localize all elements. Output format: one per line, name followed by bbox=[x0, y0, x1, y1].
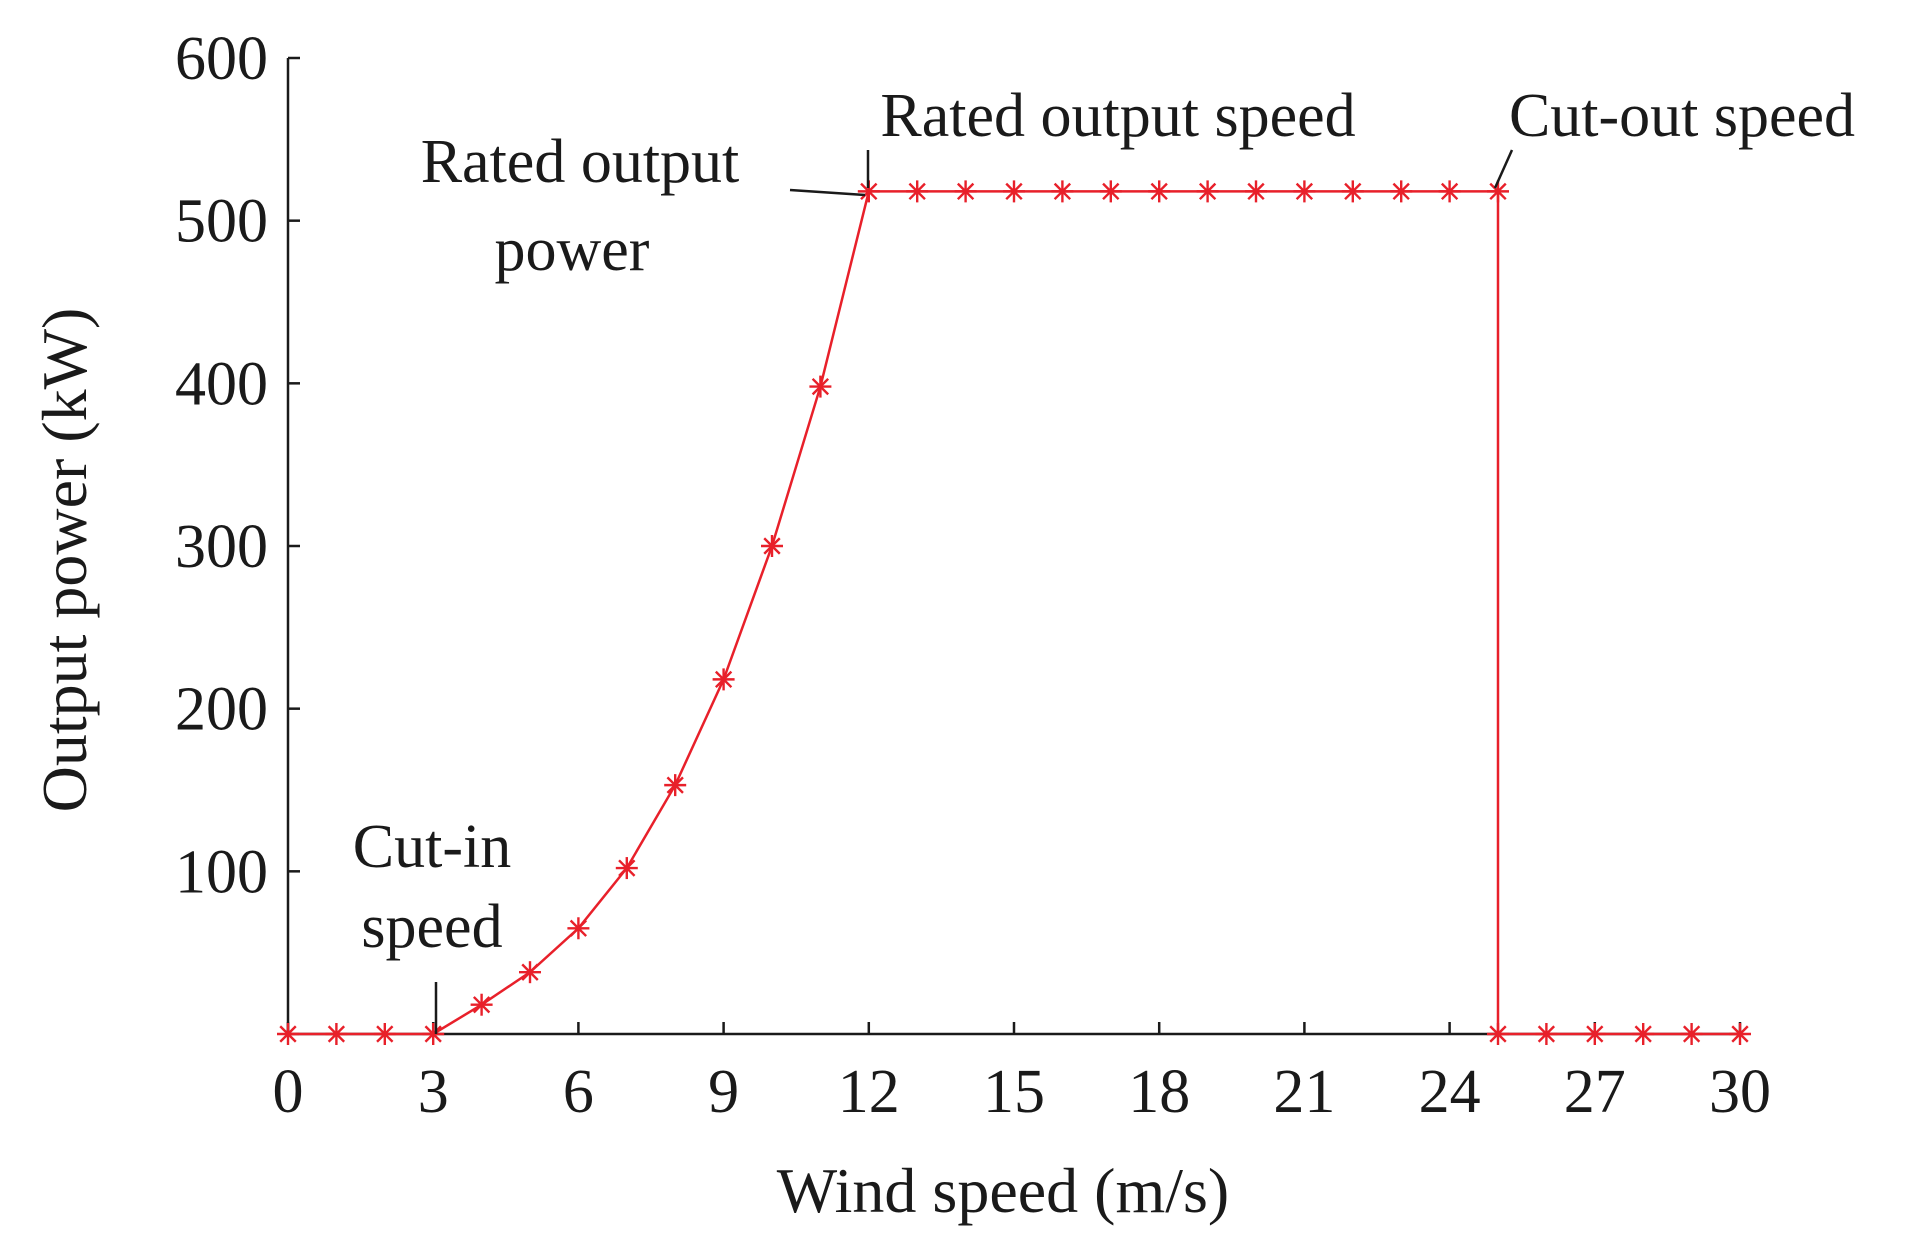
data-point-marker bbox=[1341, 180, 1364, 203]
x-tick-label: 15 bbox=[983, 1058, 1045, 1126]
annotation-cut-out-leader bbox=[1493, 149, 1514, 189]
data-point-marker bbox=[1003, 180, 1025, 203]
axes bbox=[286, 58, 1740, 1036]
x-tick-label: 21 bbox=[1273, 1058, 1335, 1126]
x-tick-label: 12 bbox=[838, 1058, 900, 1126]
data-point-marker bbox=[1438, 180, 1461, 203]
y-tick-label: 200 bbox=[175, 676, 268, 744]
data-point-marker bbox=[1293, 180, 1316, 203]
y-tick-label: 400 bbox=[175, 350, 268, 418]
data-point-marker bbox=[1487, 1023, 1509, 1045]
annotation-cut-in-line2: speed bbox=[361, 893, 502, 961]
data-point-marker bbox=[325, 1023, 348, 1045]
data-point-marker bbox=[373, 1023, 396, 1045]
data-point-marker bbox=[422, 1023, 445, 1045]
x-tick-label: 18 bbox=[1128, 1058, 1190, 1126]
data-point-marker bbox=[906, 180, 929, 203]
annotation-cut-out-speed: Cut-out speed bbox=[1493, 82, 1855, 189]
data-point-marker bbox=[277, 1023, 299, 1045]
y-axis-label: Output power (kW) bbox=[29, 308, 100, 813]
data-point-marker bbox=[470, 993, 493, 1016]
annotation-cut-in-speed: Cut-in speed bbox=[353, 813, 511, 1034]
x-tick-label: 30 bbox=[1709, 1058, 1771, 1126]
annotation-cut-out-text: Cut-out speed bbox=[1509, 82, 1855, 150]
annotation-cut-in-line1: Cut-in bbox=[353, 813, 511, 881]
data-point-marker bbox=[1729, 1023, 1751, 1045]
data-point-marker bbox=[1583, 1023, 1606, 1045]
data-point-marker bbox=[519, 961, 541, 984]
data-point-marker bbox=[1680, 1023, 1703, 1045]
data-point-marker bbox=[664, 774, 687, 797]
x-tick-label: 0 bbox=[273, 1058, 304, 1126]
data-point-marker bbox=[809, 375, 832, 398]
x-axis-label: Wind speed (m/s) bbox=[777, 1155, 1229, 1226]
data-point-marker bbox=[712, 668, 735, 691]
x-tick-label: 27 bbox=[1564, 1058, 1626, 1126]
x-tick-label: 24 bbox=[1419, 1058, 1481, 1126]
data-point-marker bbox=[761, 535, 783, 557]
data-point-marker bbox=[1535, 1023, 1558, 1045]
series-markers bbox=[277, 180, 1751, 1045]
y-tick-label: 500 bbox=[175, 188, 268, 256]
data-point-marker bbox=[1390, 180, 1413, 203]
data-point-marker bbox=[1051, 180, 1074, 203]
data-point-marker bbox=[567, 917, 590, 940]
data-point-marker bbox=[1245, 180, 1267, 203]
annotation-rated-output-speed: Rated output speed bbox=[866, 82, 1356, 188]
annotation-rated-power-leader bbox=[789, 188, 866, 197]
data-point-marker bbox=[954, 180, 977, 203]
series-line bbox=[288, 190, 1740, 1036]
y-tick-label: 300 bbox=[175, 513, 268, 581]
data-point-marker bbox=[1632, 1023, 1655, 1045]
annotation-rated-speed-text: Rated output speed bbox=[880, 82, 1355, 150]
series-output-power bbox=[288, 190, 1740, 1036]
x-tick-label: 3 bbox=[418, 1058, 449, 1126]
x-ticks: 0 3 6 9 12 15 18 21 24 27 30 bbox=[273, 1022, 1771, 1126]
data-point-marker bbox=[615, 857, 638, 880]
x-tick-label: 9 bbox=[708, 1058, 739, 1126]
data-point-marker bbox=[1196, 180, 1219, 203]
y-tick-label: 600 bbox=[175, 25, 268, 93]
data-point-marker bbox=[1148, 180, 1171, 203]
y-tick-label: 100 bbox=[175, 838, 268, 906]
x-tick-label: 6 bbox=[563, 1058, 594, 1126]
data-point-marker bbox=[1099, 180, 1122, 203]
y-ticks: 100 200 300 400 500 600 bbox=[175, 25, 300, 906]
annotation-rated-output-power: Rated output power bbox=[421, 128, 866, 284]
annotation-rated-power-line1: Rated output bbox=[421, 128, 740, 196]
annotation-rated-power-line2: power bbox=[495, 216, 650, 284]
